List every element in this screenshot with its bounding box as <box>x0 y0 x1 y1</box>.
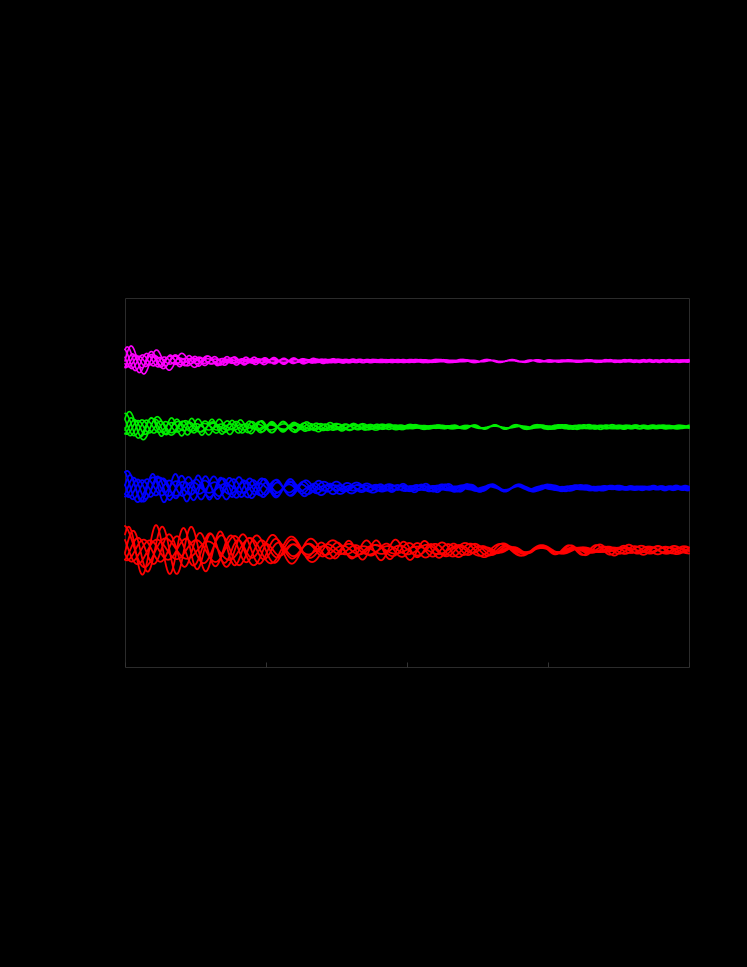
trace-blue-group <box>124 470 690 504</box>
trace-magenta-line-6 <box>124 353 690 369</box>
trace-red-line-4 <box>124 532 690 568</box>
data-traces-group <box>124 345 690 576</box>
trace-red-group <box>124 524 690 576</box>
trace-red-line-5 <box>124 525 690 575</box>
trace-red-line-6 <box>124 524 690 576</box>
trace-green-group <box>124 410 690 441</box>
trace-magenta-group <box>124 345 690 375</box>
x-axis-ticks <box>125 662 690 668</box>
trace-blue-line-5 <box>124 474 690 502</box>
trace-green-line-5 <box>124 418 690 436</box>
trace-green-line-6 <box>124 416 690 438</box>
trace-blue-line-6 <box>124 472 690 504</box>
